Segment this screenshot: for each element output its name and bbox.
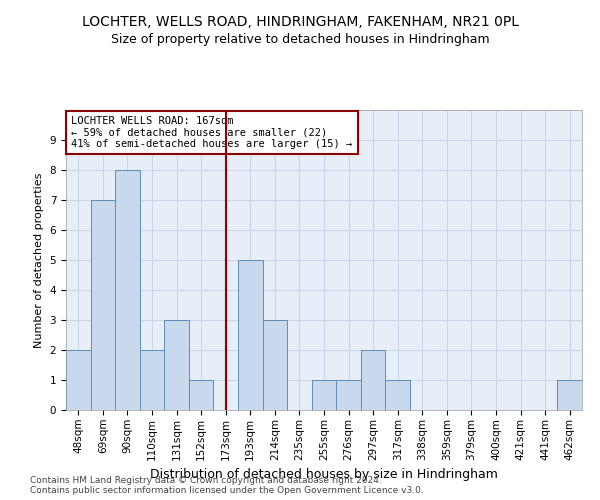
Bar bbox=[361, 350, 385, 410]
Bar bbox=[164, 320, 189, 410]
Bar bbox=[336, 380, 361, 410]
Text: Size of property relative to detached houses in Hindringham: Size of property relative to detached ho… bbox=[110, 32, 490, 46]
Y-axis label: Number of detached properties: Number of detached properties bbox=[34, 172, 44, 348]
Bar bbox=[263, 320, 287, 410]
Bar bbox=[66, 350, 91, 410]
Bar bbox=[189, 380, 214, 410]
Bar bbox=[115, 170, 140, 410]
Text: LOCHTER WELLS ROAD: 167sqm
← 59% of detached houses are smaller (22)
41% of semi: LOCHTER WELLS ROAD: 167sqm ← 59% of deta… bbox=[71, 116, 352, 149]
Bar bbox=[312, 380, 336, 410]
Bar bbox=[91, 200, 115, 410]
Bar bbox=[385, 380, 410, 410]
Bar bbox=[238, 260, 263, 410]
Bar bbox=[140, 350, 164, 410]
Text: LOCHTER, WELLS ROAD, HINDRINGHAM, FAKENHAM, NR21 0PL: LOCHTER, WELLS ROAD, HINDRINGHAM, FAKENH… bbox=[82, 15, 518, 29]
Text: Contains HM Land Registry data © Crown copyright and database right 2024.
Contai: Contains HM Land Registry data © Crown c… bbox=[30, 476, 424, 495]
X-axis label: Distribution of detached houses by size in Hindringham: Distribution of detached houses by size … bbox=[150, 468, 498, 481]
Bar bbox=[557, 380, 582, 410]
